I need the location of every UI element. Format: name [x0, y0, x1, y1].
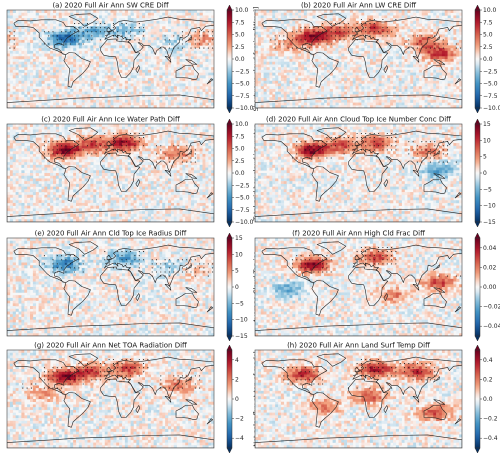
colorbar-tick-label: −5.0 [483, 81, 498, 88]
colorbar-tick-label: 10.0 [235, 7, 249, 14]
colorbar-tick-label: −5.0 [235, 81, 250, 88]
map-field [7, 238, 214, 336]
colorbar-tick-label: −15 [235, 333, 248, 340]
colorbar-tick-label: −4 [235, 435, 244, 442]
map-field [7, 124, 214, 222]
colorbar-tick-label: 10 [235, 251, 243, 258]
colorbar-tick-label: 0.04 [483, 245, 497, 252]
colorbar-tick-label: 5.0 [235, 32, 245, 39]
colorbar-tick-label: 0 [235, 284, 239, 291]
colorbar-tick-label: −5 [235, 300, 244, 307]
panel-2: (c) 2020 Full Air Ann Ice Water Path Dif… [6, 116, 267, 228]
significance-stippling [283, 358, 436, 389]
panel-title: (b) 2020 Full Air Ann LW CRE Diff [301, 2, 416, 10]
panel-title: (e) 2020 Full Air Ann Cld Top Ice Radius… [35, 230, 187, 238]
colorbar-tick-label: 5.0 [483, 32, 493, 39]
map-field [7, 10, 214, 108]
colorbar-tick-label: −7.5 [483, 93, 498, 100]
colorbar-tick-label: 0.0 [235, 170, 245, 177]
colorbar-tick-label: 2.5 [235, 158, 245, 165]
colorbar-tick-label: 15 [483, 121, 491, 128]
colorbar-tick-label: 5.0 [235, 146, 245, 153]
colorbar-tick-label: 5 [235, 268, 239, 275]
panel-4: (e) 2020 Full Air Ann Cld Top Ice Radius… [6, 230, 267, 342]
significance-stippling [43, 251, 214, 277]
colorbar-tick-label: −0.02 [483, 304, 500, 311]
colorbar-tick-label: 5 [483, 154, 487, 161]
colorbar-tick-label: −10 [235, 317, 248, 324]
panel-3: (d) 2020 Full Air Ann Cloud Top Ice Numb… [254, 116, 496, 228]
colorbar-tick-label: 0.02 [483, 264, 497, 271]
colorbar-tick-label: 15 [235, 235, 243, 242]
colorbar-tick-label: 0 [483, 170, 487, 177]
panel-title: (d) 2020 Full Air Ann Cloud Top Ice Numb… [266, 116, 451, 124]
panel-title: (c) 2020 Full Air Ann Ice Water Path Dif… [41, 116, 180, 124]
colorbar-tick-label: 0.2 [483, 376, 493, 383]
colorbar: 0.40.20.0−0.2−0.4Surface temperature(rad… [474, 344, 498, 454]
panel-title: (f) 2020 Full Air Ann High Cld Frac Diff [292, 230, 425, 238]
colorbar-tick-label: −5.0 [235, 195, 250, 202]
colorbar-tick-label: 0.4 [483, 357, 493, 364]
significance-stippling [291, 246, 462, 277]
colorbar-tick-label: 4 [235, 357, 239, 364]
panel-6: (g) 2020 Full Air Ann Net TOA Radiation … [6, 342, 267, 454]
colorbar-tick-label: −15 [483, 219, 496, 226]
colorbar-tick-label: −2 [235, 416, 244, 423]
panel-7: (h) 2020 Full Air Ann Land Surf Temp Dif… [254, 342, 498, 454]
significance-stippling [22, 358, 201, 389]
panel-title: (g) 2020 Full Air Ann Net TOA Radiation … [34, 342, 187, 350]
significance-stippling [270, 18, 462, 49]
colorbar-tick-label: −7.5 [235, 93, 250, 100]
colorbar-tick-label: −10 [483, 203, 496, 210]
colorbar-tick-label: −0.2 [483, 416, 498, 423]
colorbar-tick-label: 7.5 [235, 133, 245, 140]
colorbar-tick-label: −2.5 [483, 68, 498, 75]
significance-stippling [43, 132, 196, 163]
map-field [255, 350, 462, 448]
colorbar-tick-label: −2.5 [235, 68, 250, 75]
significance-stippling [9, 23, 214, 49]
colorbar-tick-label: 0.0 [235, 56, 245, 63]
map-field [7, 350, 214, 448]
colorbar-tick-label: 0.00 [483, 284, 497, 291]
colorbar-tick-label: −7.5 [235, 207, 250, 214]
colorbar-tick-label: 0.0 [483, 396, 493, 403]
colorbar-tick-label: 10.0 [235, 121, 249, 128]
colorbar-tick-label: 2.5 [483, 44, 493, 51]
map-field [255, 10, 462, 108]
colorbar-tick-label: −0.4 [483, 435, 498, 442]
colorbar-tick-label: 7.5 [235, 19, 245, 26]
panel-5: (f) 2020 Full Air Ann High Cld Frac Diff… [254, 230, 500, 342]
colorbar-tick-label: 0 [235, 396, 239, 403]
colorbar: 0.040.020.00−0.02−0.04Vertically integra… [474, 232, 500, 342]
colorbar-tick-label: 2.5 [235, 44, 245, 51]
significance-stippling [291, 132, 457, 163]
colorbar-tick-label: −10.0 [483, 105, 500, 112]
colorbar-tick-label: 0.0 [483, 56, 493, 63]
colorbar: 10.07.55.02.50.0−2.5−5.0−7.5−10.0Longwav… [474, 4, 500, 114]
map-field [255, 124, 462, 222]
colorbar-tick-label: −10.0 [235, 219, 254, 226]
colorbar-tick-label: −5 [483, 186, 492, 193]
map-field [255, 238, 462, 336]
colorbar-tick-label: −0.04 [483, 323, 500, 330]
colorbar-tick-label: 2 [235, 376, 239, 383]
colorbar-tick-label: 10.0 [483, 7, 497, 14]
colorbar-tick-label: −10.0 [235, 105, 254, 112]
colorbar-tick-label: 10 [483, 137, 491, 144]
panel-title: (a) 2020 Full Air Ann SW CRE Diff [52, 2, 168, 10]
colorbar-tick-label: 7.5 [483, 19, 493, 26]
colorbar-tick-label: −2.5 [235, 182, 250, 189]
panel-1: (b) 2020 Full Air Ann LW CRE Diff 10.0 7.5… [254, 2, 500, 114]
panel-title: (h) 2020 Full Air Ann Land Surf Temp Dif… [287, 342, 430, 350]
panel-0: (a) 2020 Full Air Ann SW CRE Diff 10.0 7.5… [6, 2, 260, 114]
